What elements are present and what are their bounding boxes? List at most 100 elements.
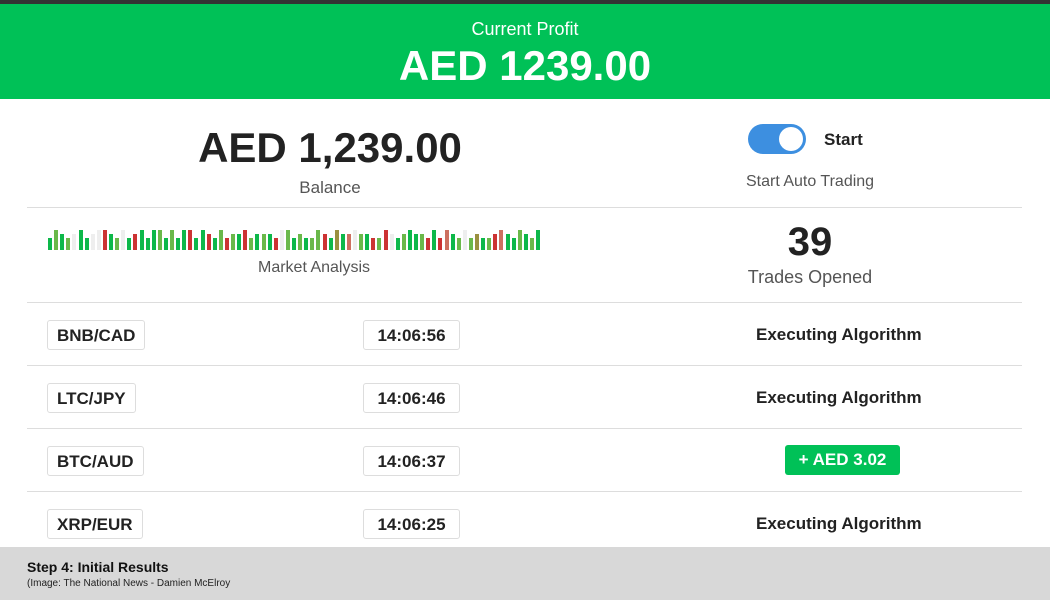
top-border — [0, 0, 1050, 4]
current-profit-amount: AED 1239.00 — [398, 42, 652, 89]
market-bar — [389, 234, 394, 250]
market-bar — [340, 234, 345, 250]
current-profit-label: Current Profit — [471, 19, 579, 39]
market-bar — [170, 230, 174, 250]
market-bar — [182, 230, 187, 250]
market-analysis-bars — [48, 230, 548, 250]
trade-row: BNB/CAD 14:06:56 Executing Algorithm — [27, 303, 1022, 366]
market-bar — [438, 238, 443, 250]
market-bar — [60, 234, 65, 250]
market-bar — [481, 238, 486, 250]
market-bar — [121, 230, 126, 250]
trade-row: BTC/AUD 14:06:37 + AED 3.02 — [27, 429, 1022, 492]
market-bar — [426, 238, 431, 250]
market-bar — [78, 230, 83, 250]
market-bar — [261, 234, 266, 250]
market-bar — [414, 234, 418, 250]
market-bar — [493, 234, 498, 250]
market-bar — [499, 230, 504, 250]
market-bar — [102, 230, 107, 250]
trade-row: LTC/JPY 14:06:46 Executing Algorithm — [27, 366, 1022, 429]
caption-credit: (Image: The National News - Damien McElr… — [27, 578, 231, 589]
profit-badge: + AED 3.02 — [785, 445, 900, 475]
market-bar — [383, 230, 388, 250]
start-label: Start — [824, 130, 863, 149]
trades-label: Trades Opened — [747, 267, 873, 287]
market-bar — [420, 234, 425, 250]
market-bar — [218, 230, 223, 250]
market-bar — [505, 234, 510, 250]
market-bar — [84, 238, 89, 250]
caption-title: Step 4: Initial Results — [27, 559, 169, 575]
time-badge: 14:06:46 — [363, 383, 460, 413]
market-bar — [334, 230, 339, 250]
balance-value: AED 1,239.00 — [198, 124, 462, 171]
market-bar — [346, 234, 351, 250]
time-badge: 14:06:25 — [363, 509, 460, 539]
auto-trading-toggle[interactable] — [748, 124, 806, 154]
trades-opened: 39 Trades Opened — [740, 220, 880, 288]
balance-section — [27, 99, 1022, 208]
market-bar — [371, 238, 376, 250]
market-bar — [536, 230, 540, 250]
market-bar — [255, 234, 260, 250]
market-bar — [298, 234, 303, 250]
market-bar — [194, 238, 199, 250]
market-bar — [127, 238, 132, 250]
market-bar — [365, 234, 370, 250]
market-analysis-label: Market Analysis — [258, 259, 371, 276]
caption-footer: Step 4: Initial Results (Image: The Nati… — [0, 547, 1050, 600]
market-bar — [395, 238, 400, 250]
trades-count: 39 — [787, 220, 833, 264]
market-bar — [212, 238, 217, 250]
market-bar — [133, 234, 138, 250]
pair-badge: LTC/JPY — [47, 383, 136, 413]
market-bar — [90, 234, 95, 250]
market-bar — [206, 234, 211, 250]
market-bar — [523, 234, 528, 250]
market-bar — [200, 230, 205, 250]
market-bar — [475, 234, 479, 250]
market-bar — [292, 238, 296, 250]
pair-badge: XRP/EUR — [47, 509, 143, 539]
market-bar — [487, 238, 492, 250]
trade-status: Executing Algorithm — [756, 514, 922, 533]
balance: AED 1,239.00 Balance — [195, 124, 465, 198]
market-bar — [163, 238, 168, 250]
market-bar — [377, 238, 382, 250]
pair-badge: BNB/CAD — [47, 320, 146, 350]
market-bar — [115, 238, 120, 250]
market-bar — [145, 238, 150, 250]
auto-trading-label: Start Auto Trading — [746, 173, 875, 190]
market-bar — [359, 234, 364, 250]
market-bar — [310, 238, 315, 250]
pair-badge: BTC/AUD — [47, 446, 144, 476]
market-bar — [54, 230, 59, 250]
market-bar — [48, 238, 52, 250]
time-badge: 14:06:37 — [363, 446, 460, 476]
toggle-knob — [779, 127, 803, 151]
market-bar — [224, 238, 229, 250]
analysis-section — [27, 208, 1022, 303]
balance-label: Balance — [299, 178, 361, 197]
market-bar — [462, 230, 467, 250]
market-bar — [285, 230, 290, 250]
market-bar — [328, 238, 333, 250]
market-bar — [188, 230, 193, 250]
market-bar — [237, 234, 242, 250]
market-bar — [517, 230, 522, 250]
time-badge: 14:06:56 — [363, 320, 460, 350]
market-bar — [432, 230, 437, 250]
market-bar — [401, 234, 406, 250]
profit-header: Current Profit AED 1239.00 — [0, 4, 1050, 99]
market-bar — [151, 230, 156, 250]
market-bar — [109, 234, 113, 250]
market-bar — [139, 230, 144, 250]
market-bar — [96, 230, 101, 250]
trade-status: Executing Algorithm — [756, 388, 922, 407]
market-bar — [176, 238, 181, 250]
market-bar — [231, 234, 235, 250]
market-bar — [529, 238, 534, 250]
market-bar — [304, 238, 309, 250]
trade-row: XRP/EUR 14:06:25 Executing Algorithm — [27, 492, 1022, 555]
